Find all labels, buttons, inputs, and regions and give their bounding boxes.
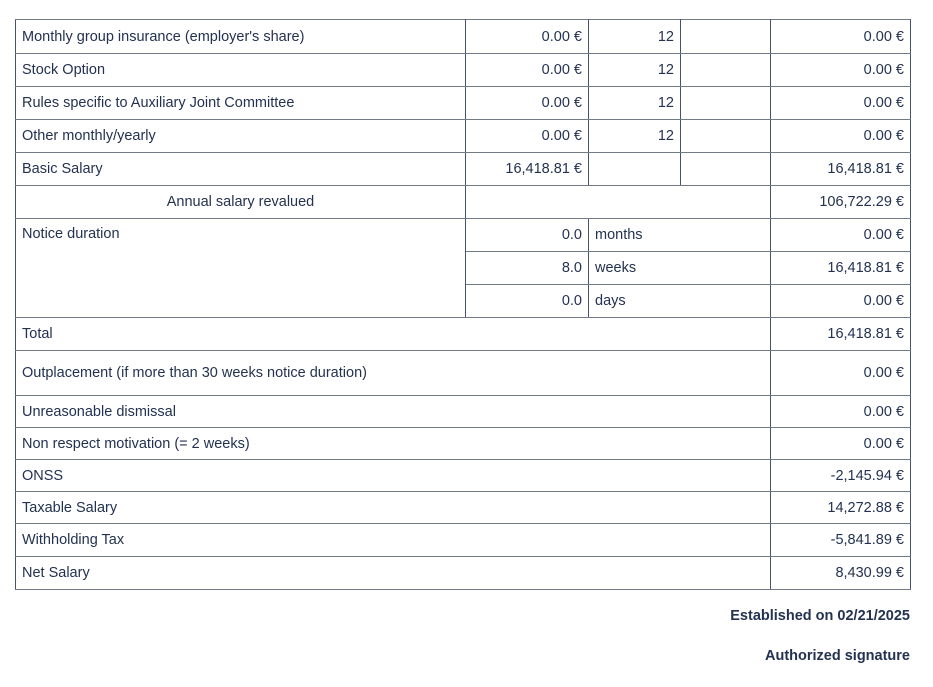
table-row: ONSS -2,145.94 € — [15, 459, 911, 492]
empty-cell — [680, 86, 771, 120]
result-cell: 16,418.81 € — [770, 317, 911, 351]
notice-value-cell: 8.0 — [465, 251, 589, 285]
row-label: Withholding Tax — [15, 523, 771, 557]
result-cell: 0.00 € — [770, 350, 911, 396]
table-row: Notice duration 0.0 months 0.00 € — [15, 218, 911, 318]
established-date: Established on 02/21/2025 — [730, 608, 910, 624]
empty-cell — [680, 19, 771, 54]
row-label: Rules specific to Auxiliary Joint Commit… — [15, 86, 466, 120]
result-cell: 0.00 € — [770, 53, 911, 87]
table-row: Withholding Tax -5,841.89 € — [15, 523, 911, 557]
row-label: Net Salary — [15, 556, 771, 590]
multiplier-cell — [588, 152, 681, 186]
notice-unit-cell: days — [588, 284, 771, 318]
result-cell: 0.00 € — [770, 395, 911, 428]
notice-unit-cell: months — [588, 218, 771, 252]
row-label: Non respect motivation (= 2 weeks) — [15, 427, 771, 460]
row-label: Unreasonable dismissal — [15, 395, 771, 428]
result-cell: -2,145.94 € — [770, 459, 911, 492]
multiplier-cell: 12 — [588, 53, 681, 87]
table-row: Taxable Salary 14,272.88 € — [15, 491, 911, 524]
result-cell: 16,418.81 € — [770, 251, 911, 285]
table-row: Monthly group insurance (employer's shar… — [15, 19, 911, 54]
row-label: Taxable Salary — [15, 491, 771, 524]
amount-cell: 16,418.81 € — [465, 152, 589, 186]
result-cell: 0.00 € — [770, 19, 911, 54]
notice-value-cell: 0.0 — [465, 218, 589, 252]
notice-value-cell: 0.0 — [465, 284, 589, 318]
result-cell: 14,272.88 € — [770, 491, 911, 524]
table-row: Stock Option 0.00 € 12 0.00 € — [15, 53, 911, 87]
empty-cell — [680, 152, 771, 186]
table-row: Annual salary revalued 106,722.29 € — [15, 185, 911, 219]
notice-duration-label: Notice duration — [15, 218, 466, 318]
row-label: Stock Option — [15, 53, 466, 87]
table-row: Non respect motivation (= 2 weeks) 0.00 … — [15, 427, 911, 460]
result-cell: 0.00 € — [770, 284, 911, 318]
result-cell: 0.00 € — [770, 427, 911, 460]
result-cell: -5,841.89 € — [770, 523, 911, 557]
table-row: Other monthly/yearly 0.00 € 12 0.00 € — [15, 119, 911, 153]
severance-calculation-table: Monthly group insurance (employer's shar… — [15, 19, 911, 590]
result-cell: 0.00 € — [770, 218, 911, 252]
row-label: Total — [15, 317, 771, 351]
empty-cell — [680, 119, 771, 153]
table-row: 0.0 days 0.00 € — [16, 284, 911, 318]
table-row: Outplacement (if more than 30 weeks noti… — [15, 350, 911, 396]
multiplier-cell: 12 — [588, 119, 681, 153]
annual-salary-label: Annual salary revalued — [15, 185, 466, 219]
result-cell: 0.00 € — [770, 119, 911, 153]
table-row: Net Salary 8,430.99 € — [15, 556, 911, 590]
amount-cell: 0.00 € — [465, 53, 589, 87]
row-label: Monthly group insurance (employer's shar… — [15, 19, 466, 54]
multiplier-cell: 12 — [588, 86, 681, 120]
row-label: Outplacement (if more than 30 weeks noti… — [15, 350, 771, 396]
row-label: Basic Salary — [15, 152, 466, 186]
authorized-signature-label: Authorized signature — [764, 648, 910, 664]
result-cell: 16,418.81 € — [770, 152, 911, 186]
table-row: 8.0 weeks 16,418.81 € — [16, 251, 911, 285]
notice-unit-cell: weeks — [588, 251, 771, 285]
result-cell: 0.00 € — [770, 86, 911, 120]
table-row: Basic Salary 16,418.81 € 16,418.81 € — [15, 152, 911, 186]
row-label: Other monthly/yearly — [15, 119, 466, 153]
row-label: ONSS — [15, 459, 771, 492]
amount-cell: 0.00 € — [465, 86, 589, 120]
empty-cell — [680, 53, 771, 87]
amount-cell: 0.00 € — [465, 19, 589, 54]
result-cell: 106,722.29 € — [770, 185, 911, 219]
multiplier-cell: 12 — [588, 19, 681, 54]
table-row: Total 16,418.81 € — [15, 317, 911, 351]
amount-cell: 0.00 € — [465, 119, 589, 153]
result-cell: 8,430.99 € — [770, 556, 911, 590]
table-row: Unreasonable dismissal 0.00 € — [15, 395, 911, 428]
empty-cell — [465, 185, 771, 219]
table-row: Rules specific to Auxiliary Joint Commit… — [15, 86, 911, 120]
